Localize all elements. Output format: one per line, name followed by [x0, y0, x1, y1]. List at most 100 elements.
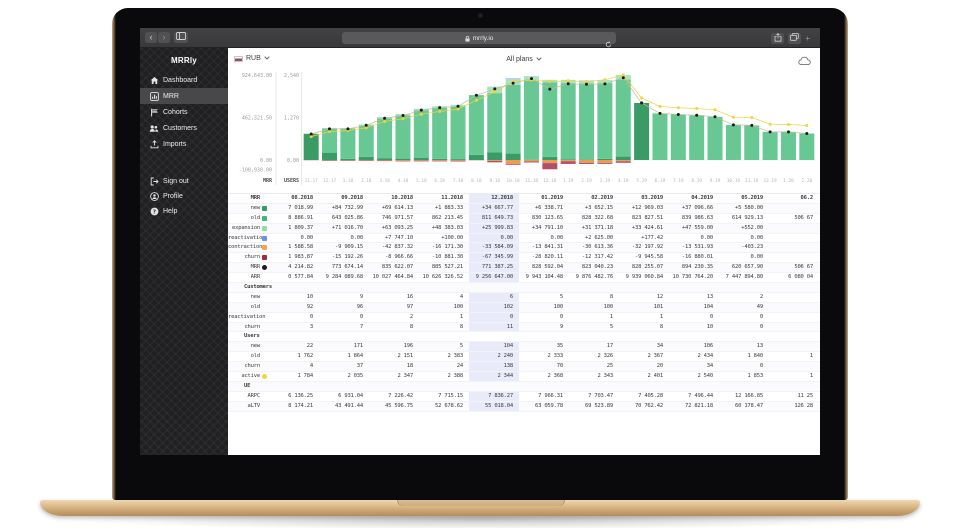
table-corner-label: MRR: [250, 195, 261, 201]
share-button[interactable]: [771, 32, 785, 44]
bar-segment-old: [542, 82, 558, 157]
table-cell: 0.00: [700, 234, 714, 241]
row-label-arr: ARR: [250, 274, 261, 281]
sidebar-item-profile[interactable]: Profile: [140, 189, 228, 204]
table-cell: 7 703.47: [588, 392, 613, 399]
bar-segment-churn: [597, 162, 613, 164]
bar-segment-contraction: [450, 160, 466, 161]
sidebar-item-cohorts[interactable]: Cohorts: [140, 104, 228, 120]
table-cell: 823 827.51: [631, 214, 663, 221]
x-axis-label: 6.18: [434, 178, 445, 184]
table-cell: 55 018.04: [469, 401, 519, 411]
mrr-point: [658, 111, 662, 115]
table-cell: 1: [809, 353, 813, 360]
mrr-point: [438, 106, 442, 110]
new-tab-button[interactable]: +: [805, 33, 810, 43]
mrr-point: [419, 108, 423, 112]
table-cell: 1 762: [297, 353, 313, 360]
sidebar-nav: Dashboard MRR Cohorts Customers Imports: [140, 72, 228, 152]
legend-chip-expansion: [262, 225, 267, 231]
mrr-point: [309, 132, 313, 136]
bar-segment-new: [505, 153, 521, 160]
table-cell: 8: [659, 323, 663, 330]
bar-segment-contraction: [542, 160, 558, 164]
svg-text:?: ?: [152, 209, 155, 215]
table-cell: +6 338.71: [534, 204, 563, 211]
table-cell: 10 626 326.52: [422, 274, 464, 281]
x-axis-label: 3.19: [600, 178, 611, 184]
table-cell: 0.00: [300, 234, 314, 241]
legend-chip-mrr: [262, 265, 267, 271]
sidebar-item-dashboard[interactable]: Dashboard: [140, 72, 228, 88]
mrr-point: [456, 104, 460, 108]
x-axis-label: 4.18: [398, 178, 409, 184]
table-cell: 7 966.31: [538, 392, 563, 399]
bar-segment-old: [634, 102, 650, 160]
back-button[interactable]: ‹: [145, 32, 157, 43]
table-cell: 9 284 089.68: [325, 274, 364, 281]
bar-segment-churn: [432, 160, 448, 162]
table-cell: 811 649.73: [469, 213, 519, 223]
table-cell: 0.00: [750, 254, 764, 261]
mrr-axis-tick: 462,321.50: [242, 116, 272, 122]
sidebar-item-mrr[interactable]: MRR: [140, 88, 228, 104]
tabs-icon: [790, 33, 800, 43]
mrr-chart[interactable]: 924,643.00 462,321.50 0.00 -100,930.00 2,540…: [228, 72, 820, 193]
sidebar-item-imports[interactable]: Imports: [140, 136, 228, 152]
table-row: new 10 9 16 4 6 5 8 12 13 2: [228, 292, 820, 303]
x-axis-label: 5.19: [636, 178, 647, 184]
bar-segment-expansion: [597, 80, 613, 84]
row-label-churn: churn: [244, 323, 260, 330]
table-cell: 885 527.21: [431, 264, 463, 271]
bar-segment-new: [432, 158, 448, 160]
plans-dropdown[interactable]: All plans: [228, 56, 820, 63]
table-cell: +3 652.15: [584, 204, 613, 211]
active-users-point: [713, 108, 717, 112]
bar-segment-old: [487, 93, 503, 153]
bar-segment-contraction: [579, 160, 595, 163]
address-bar[interactable]: mrrly.io: [342, 29, 616, 47]
table-row: contraction 1 588.58 -9 909.15 -42 837.32 -1…: [228, 243, 820, 254]
legend-chip-cell: [260, 313, 269, 322]
table-cell: 0.00: [550, 234, 564, 241]
tabs-button[interactable]: [788, 32, 802, 44]
table-cell: 10 730 764.20: [672, 274, 714, 281]
active-users-point: [603, 78, 607, 82]
browser-toolbar: ‹ › mrrly.io +: [140, 28, 820, 48]
mrr-point: [364, 123, 368, 127]
table-cell: 0.00: [750, 234, 764, 241]
x-axis-label: 10.18: [506, 178, 520, 184]
bar-segment-old: [523, 80, 539, 160]
x-axis-label: 12.17: [323, 178, 337, 184]
table-cell: 10: [706, 323, 713, 330]
table-cell: +177.42: [641, 234, 663, 241]
reload-icon[interactable]: [605, 35, 612, 53]
sidebar-item-label: Cohorts: [163, 108, 188, 116]
mrr-point: [787, 130, 790, 134]
export-button[interactable]: [798, 53, 811, 71]
table-cell: 0.00: [469, 233, 519, 243]
column-header: 04.2019: [691, 195, 713, 201]
table-cell: 7 018.99: [288, 204, 313, 211]
mrr-point: [603, 82, 607, 86]
table-cell: -9 909.15: [334, 244, 363, 251]
table-cell: 6: [469, 292, 519, 302]
table-cell: 43 491.44: [334, 402, 363, 409]
bar-segment-old: [358, 125, 374, 157]
mrr-point: [328, 127, 331, 131]
legend-chip-cell: [260, 303, 269, 312]
padlock-icon: [464, 29, 470, 47]
currency-label: RUB: [246, 55, 261, 62]
currency-dropdown[interactable]: RUB: [234, 55, 270, 62]
forward-button[interactable]: ›: [158, 32, 170, 43]
legend-chip-cell: [260, 402, 269, 411]
bar-segment-new: [358, 156, 374, 160]
table-cell: 2 367: [647, 353, 663, 360]
sidebar-item-sign-out[interactable]: Sign out: [140, 174, 228, 189]
sidebar-item-help[interactable]: ? Help: [140, 204, 228, 219]
table-cell: 7 496.44: [688, 392, 713, 399]
sidebar-toggle-button[interactable]: [174, 32, 188, 43]
sidebar-item-customers[interactable]: Customers: [140, 120, 228, 136]
table-cell: -30 613.36: [581, 244, 613, 251]
